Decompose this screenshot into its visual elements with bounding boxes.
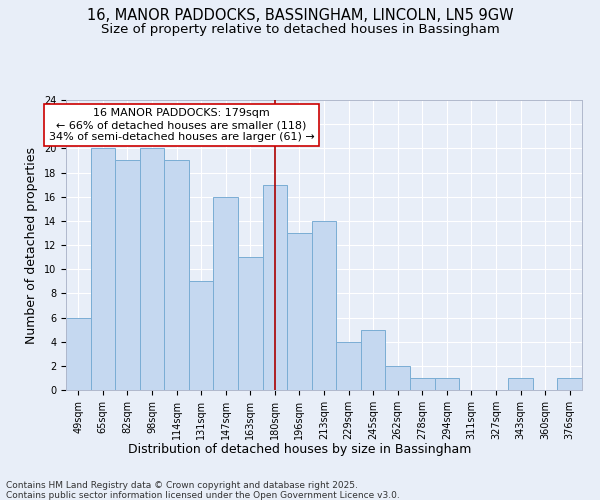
Bar xyxy=(385,366,410,390)
Bar xyxy=(336,342,361,390)
Bar xyxy=(189,281,214,390)
Bar xyxy=(115,160,140,390)
Text: Distribution of detached houses by size in Bassingham: Distribution of detached houses by size … xyxy=(128,442,472,456)
Bar xyxy=(557,378,582,390)
Bar xyxy=(91,148,115,390)
Bar xyxy=(214,196,238,390)
Bar xyxy=(434,378,459,390)
Bar xyxy=(263,184,287,390)
Bar xyxy=(508,378,533,390)
Bar xyxy=(140,148,164,390)
Bar xyxy=(238,257,263,390)
Bar xyxy=(361,330,385,390)
Text: Size of property relative to detached houses in Bassingham: Size of property relative to detached ho… xyxy=(101,22,499,36)
Bar xyxy=(312,221,336,390)
Text: 16, MANOR PADDOCKS, BASSINGHAM, LINCOLN, LN5 9GW: 16, MANOR PADDOCKS, BASSINGHAM, LINCOLN,… xyxy=(86,8,514,22)
Text: 16 MANOR PADDOCKS: 179sqm
← 66% of detached houses are smaller (118)
34% of semi: 16 MANOR PADDOCKS: 179sqm ← 66% of detac… xyxy=(49,108,314,142)
Bar xyxy=(287,233,312,390)
Bar xyxy=(410,378,434,390)
Bar xyxy=(66,318,91,390)
Y-axis label: Number of detached properties: Number of detached properties xyxy=(25,146,38,344)
Text: Contains HM Land Registry data © Crown copyright and database right 2025.
Contai: Contains HM Land Registry data © Crown c… xyxy=(6,480,400,500)
Bar xyxy=(164,160,189,390)
